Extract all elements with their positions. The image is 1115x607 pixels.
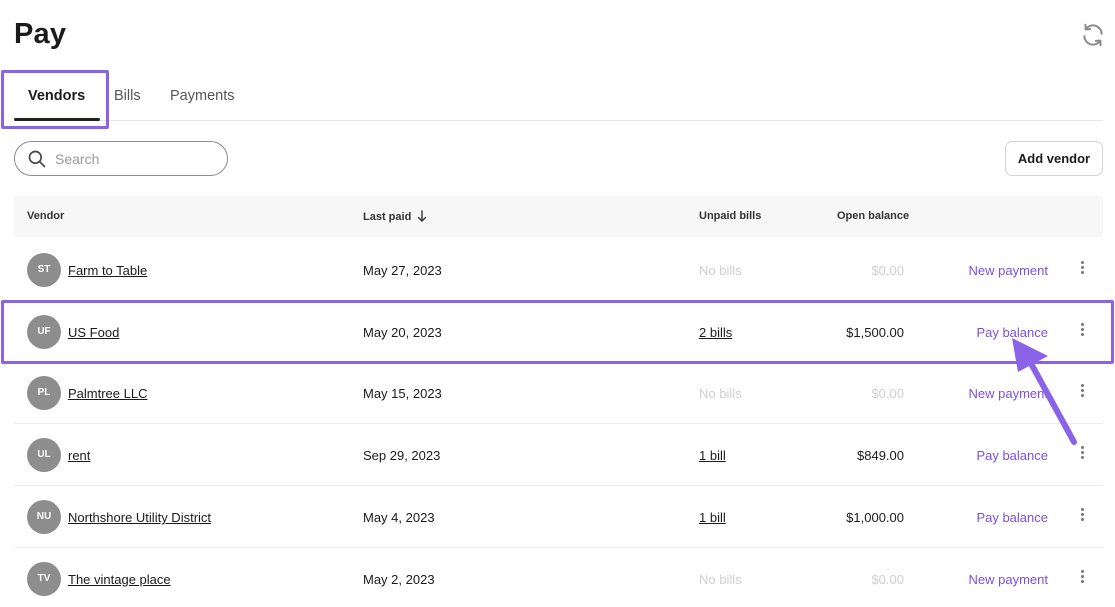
tab-vendors[interactable]: Vendors [28, 88, 86, 104]
open-balance: $849.00 [857, 448, 904, 463]
tab-bar: Vendors Bills Payments [14, 76, 1103, 121]
table-row: TV The vintage place May 2, 2023 No bills $0… [14, 548, 1103, 607]
avatar: ST [27, 253, 61, 287]
vendor-name-link[interactable]: The vintage place [68, 572, 171, 587]
column-header-unpaid-bills: Unpaid bills [699, 210, 762, 222]
unpaid-bills[interactable]: 1 bill [699, 448, 726, 463]
search-icon [28, 150, 46, 168]
avatar: NU [27, 500, 61, 534]
avatar: TV [27, 562, 61, 596]
pay-balance-button[interactable]: Pay balance [976, 448, 1048, 463]
vendor-name-link[interactable]: rent [68, 448, 91, 463]
unpaid-bills[interactable]: 2 bills [699, 325, 733, 340]
arrow-down-icon [418, 210, 427, 222]
last-paid-date: May 4, 2023 [363, 510, 435, 525]
vendor-name-link[interactable]: Northshore Utility District [68, 510, 212, 525]
search-box[interactable] [14, 141, 228, 176]
column-header-last-paid[interactable]: Last paid [363, 210, 427, 223]
unpaid-bills: No bills [699, 572, 742, 587]
last-paid-date: May 2, 2023 [363, 572, 435, 587]
column-header-vendor: Vendor [27, 210, 65, 222]
column-header-open-balance: Open balance [837, 210, 910, 222]
vendor-name-link[interactable]: Palmtree LLC [68, 386, 148, 401]
kebab-icon[interactable] [1075, 444, 1089, 466]
tab-payments[interactable]: Payments [170, 88, 235, 104]
search-input[interactable] [55, 148, 215, 170]
unpaid-bills: No bills [699, 263, 742, 278]
new-payment-button[interactable]: New payment [968, 263, 1048, 278]
table-row: UF US Food May 20, 2023 2 bills $1,500.00 Pay… [14, 301, 1103, 363]
pay-balance-button[interactable]: Pay balance [976, 325, 1048, 340]
vendor-name-link[interactable]: Farm to Table [68, 263, 148, 278]
tab-bills[interactable]: Bills [114, 88, 141, 104]
unpaid-bills[interactable]: 1 bill [699, 510, 726, 525]
vendor-name-link[interactable]: US Food [68, 325, 120, 340]
last-paid-date: May 20, 2023 [363, 325, 442, 340]
new-payment-button[interactable]: New payment [968, 386, 1048, 401]
unpaid-bills: No bills [699, 386, 742, 401]
table-row: PL Palmtree LLC May 15, 2023 No bills $0.00 N… [14, 362, 1103, 424]
open-balance: $0.00 [871, 572, 904, 587]
kebab-icon[interactable] [1075, 568, 1089, 590]
open-balance: $0.00 [871, 263, 904, 278]
active-tab-indicator [14, 118, 100, 121]
open-balance: $1,000.00 [846, 510, 904, 525]
last-paid-date: Sep 29, 2023 [363, 448, 441, 463]
kebab-icon[interactable] [1075, 259, 1089, 281]
new-payment-button[interactable]: New payment [968, 572, 1048, 587]
kebab-icon[interactable] [1075, 321, 1089, 343]
page-title: Pay [14, 18, 67, 50]
avatar: UL [27, 438, 61, 472]
refresh-icon [1083, 23, 1103, 47]
add-vendor-button[interactable]: Add vendor [1005, 141, 1103, 176]
kebab-icon[interactable] [1075, 506, 1089, 528]
pay-balance-button[interactable]: Pay balance [976, 510, 1048, 525]
kebab-icon[interactable] [1075, 382, 1089, 404]
open-balance: $0.00 [871, 386, 904, 401]
avatar: PL [27, 376, 61, 410]
table-row: UL rent Sep 29, 2023 1 bill $849.00 Pay balan… [14, 424, 1103, 486]
column-header-last-paid-label: Last paid [363, 211, 412, 223]
avatar: UF [27, 315, 61, 349]
last-paid-date: May 15, 2023 [363, 386, 442, 401]
table-row: NU Northshore Utility District May 4, 2023… [14, 486, 1103, 548]
table-header: Vendor Last paid Unpaid bills Open balan… [14, 196, 1103, 237]
refresh-button[interactable] [1080, 22, 1106, 48]
last-paid-date: May 27, 2023 [363, 263, 442, 278]
open-balance: $1,500.00 [846, 325, 904, 340]
table-row: ST Farm to Table May 27, 2023 No bills $0.00… [14, 239, 1103, 301]
